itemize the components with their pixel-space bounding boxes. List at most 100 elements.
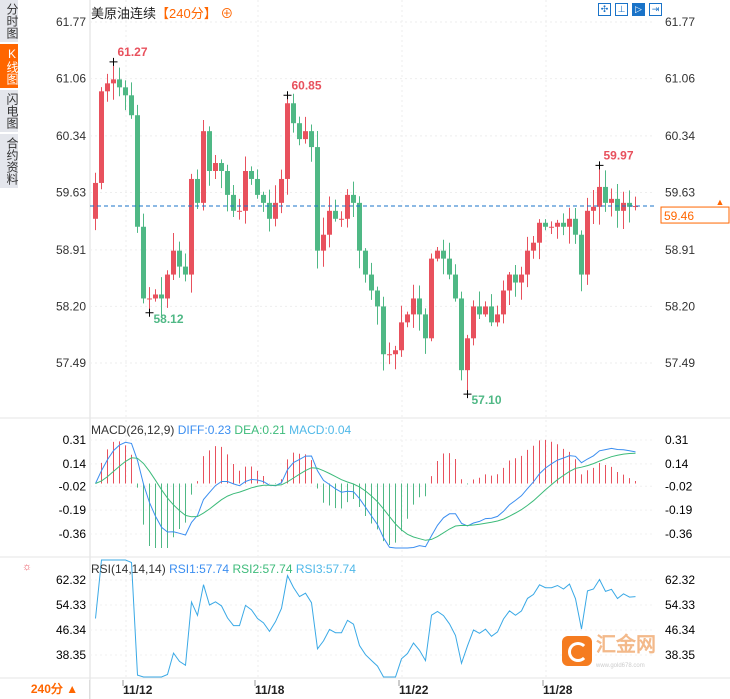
current-price-box [660,206,730,224]
chart-toolbar: ✣ ⊥ ▷ ⇥ [598,3,662,16]
candle-body [261,194,266,203]
rsi-label: RSI(14,14,14) [91,562,166,576]
dea-line [95,452,636,541]
rsi-tick-left: 62.32 [56,573,86,587]
candle-body [225,170,230,195]
price-tick-right: 60.34 [665,129,695,143]
price-tick-right: 61.06 [665,72,695,86]
candle-body [333,210,338,219]
candle-body [237,210,242,212]
symbol-name: 美原油连续 [91,6,157,21]
rsi-tick-right: 54.33 [665,598,695,612]
candle-body [603,186,608,203]
macd-tick-right: -0.02 [665,479,693,493]
rsi-legend: RSI(14,14,14) RSI1:57.74 RSI2:57.74 RSI3… [91,562,356,576]
candle-body [441,250,446,259]
candle-body [195,178,200,203]
macd-tick-left: -0.36 [59,527,87,541]
candle-body [309,131,314,148]
candle-body [483,306,488,315]
extreme-label: 57.10 [472,393,502,407]
candle-body [621,202,626,211]
logo-site: www.gold678.com [596,663,645,669]
candle-body [159,294,164,299]
candle-body [123,87,128,96]
rsi-tick-left: 54.33 [56,598,86,612]
zoom-in-icon[interactable]: ⊕ [216,6,234,21]
rsi-tick-right: 38.35 [665,648,695,662]
candle-body [105,83,110,92]
candle-body [591,206,596,211]
candle-body [567,218,572,227]
tab-kline[interactable]: K线图 [0,44,19,88]
candle-body [507,274,512,291]
extreme-marker [145,308,154,317]
macd-tick-left: 0.14 [63,457,87,471]
rsi-tick-left: 46.34 [56,623,86,637]
x-tick-label: 11/18 [255,683,285,697]
candle-body [537,222,542,243]
candle-body [477,306,482,315]
extreme-marker [463,390,472,399]
draw-icon[interactable]: ▷ [632,3,645,16]
candle-body [411,298,416,315]
macd-tick-right: 0.31 [665,433,689,447]
candle-body [579,234,584,275]
candle-body [249,170,254,179]
candle-body [525,250,530,275]
candle-body [297,123,302,140]
candle-body [633,206,638,208]
macd-diff: DIFF:0.23 [177,423,232,437]
candle-body [561,222,566,227]
tab-timeshare[interactable]: 分时图 [0,0,19,42]
candle-body [291,103,296,124]
candle-body [387,354,392,356]
period-label: 【240分】 [156,6,217,21]
sidebar: 分时图 K线图 闪电图 合约资料 [0,0,19,190]
candle-body [489,306,494,323]
period-button[interactable]: 240分 ▲ [20,680,90,699]
candle-body [231,194,236,211]
price-tick-left: 58.91 [56,243,86,257]
candle-body [423,314,428,339]
candle-body [357,202,362,251]
candle-body [279,178,284,203]
candle-body [285,103,290,179]
candle-body [207,131,212,171]
chart-title: 美原油连续【240分】 ⊕ [91,3,233,22]
logo: 汇金网 www.gold678.com [562,634,658,674]
candle-body [573,218,578,235]
exit-icon[interactable]: ⇥ [649,3,662,16]
candle-body [177,250,182,267]
extreme-label: 58.12 [154,312,184,326]
candle-body [129,95,134,116]
candle-body [399,322,404,351]
tab-contract-info[interactable]: 合约资料 [0,134,19,188]
rsi2: RSI2:57.74 [232,562,293,576]
candle-body [543,222,548,227]
settings-icon[interactable]: ☼ [22,561,33,573]
candle-body [255,178,260,195]
candle-body [471,306,476,339]
candle-body [519,274,524,283]
candle-body [243,170,248,211]
macd-label: MACD(26,12,9) [91,423,175,437]
rsi-tick-right: 46.34 [665,623,695,637]
rsi3: RSI3:57.74 [295,562,356,576]
fit-icon[interactable]: ⊥ [615,3,628,16]
tab-flash[interactable]: 闪电图 [0,90,19,132]
candle-body [93,182,98,219]
candle-body [267,202,272,219]
candle-body [189,178,194,275]
extreme-marker [109,57,118,66]
crosshair-icon[interactable]: ✣ [598,3,611,16]
macd-tick-left: -0.02 [59,479,87,493]
candle-body [435,250,440,259]
candle-body [153,294,158,299]
candle-body [615,198,620,211]
candle-body [597,186,602,207]
candle-body [351,194,356,203]
price-tick-left: 60.34 [56,129,86,143]
rsi-tick-right: 62.32 [665,573,695,587]
